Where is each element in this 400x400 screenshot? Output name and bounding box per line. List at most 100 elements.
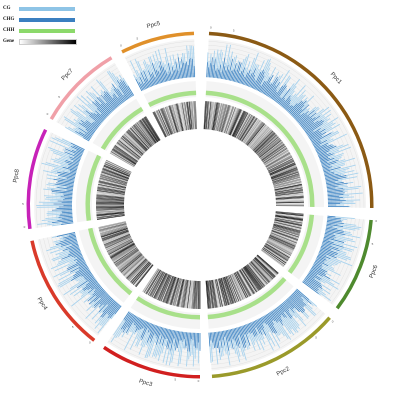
gene-density-bar (152, 272, 166, 298)
chg-bar (94, 291, 106, 302)
gene-density-bar (120, 137, 143, 156)
chg-bar (64, 161, 79, 167)
gene-density-bar (160, 108, 172, 135)
gene-density-bar (206, 101, 211, 130)
chg-bar (327, 200, 346, 202)
chg-bar (138, 82, 144, 91)
gene-density-bar (225, 107, 236, 134)
chg-bar (83, 271, 92, 278)
gene-density-bar (134, 123, 153, 147)
gene-density-bar (166, 276, 177, 304)
chg-bar (99, 294, 110, 305)
chg-bar (307, 128, 321, 137)
gene-density-bar (158, 274, 171, 301)
grid-ring (51, 236, 107, 325)
chg-bar (279, 304, 292, 319)
gene-density-bar (252, 259, 273, 281)
gene-density-bar (96, 193, 125, 198)
tick-label: 0 (198, 379, 200, 383)
chg-bar (190, 58, 193, 78)
chg-bar (280, 99, 286, 106)
gene-density-bar (99, 179, 127, 187)
gene-density-bar (274, 220, 302, 227)
chg-bar (238, 326, 247, 348)
chg-bar (310, 131, 327, 142)
gene-density-bar (206, 101, 210, 130)
chg-bar (321, 245, 332, 251)
gene-density-bar (231, 110, 245, 137)
gene-density-bar (140, 119, 158, 143)
chg-bar (155, 77, 159, 85)
chg-bar (102, 301, 117, 318)
grid-ring (210, 307, 318, 361)
gene-density-bar (96, 198, 125, 201)
gene-density-bar (252, 129, 273, 151)
gene-density-bar (226, 107, 237, 134)
chg-bar (326, 226, 338, 230)
chg-bar (242, 325, 251, 346)
gene-density-bar (274, 182, 302, 189)
grid-ring (110, 337, 201, 366)
gene-density-bar (114, 248, 138, 265)
gene-density-bar (268, 159, 295, 173)
gene-density-bar (128, 128, 149, 150)
chg-bar (78, 262, 86, 267)
chg-bar (90, 282, 99, 290)
chg-bar (71, 252, 82, 258)
gene-density-bar (165, 276, 176, 304)
gene-density-bar (271, 169, 298, 180)
gene-density-bar (230, 274, 243, 301)
gene-density-bar (262, 145, 286, 163)
chg-bar (113, 88, 124, 103)
gene-density-bar (269, 235, 296, 248)
chg-bar (184, 332, 186, 340)
chg-bar (155, 326, 160, 337)
chg-bar (135, 318, 143, 333)
chg-bar (225, 330, 229, 342)
gene-density-bar (269, 234, 296, 246)
gene-density-bar (251, 260, 271, 282)
gene-density-bar (98, 181, 127, 189)
gene-density-bar (274, 221, 302, 228)
gene-density-bar (138, 120, 156, 144)
gene-density-bar (97, 184, 126, 191)
chg-bar (319, 249, 335, 256)
gene-density-bar (274, 185, 303, 192)
chg-bar (315, 142, 329, 150)
chg-bar (100, 292, 107, 299)
tick-label: 5 (233, 28, 235, 32)
grid-ring (210, 301, 312, 353)
chg-bar (71, 269, 90, 281)
gene-density-bar (125, 258, 147, 279)
chg-bar (175, 69, 178, 80)
legend-swatch-chg (19, 17, 75, 22)
gene-density-bar (156, 110, 169, 136)
gene-density-bar (267, 239, 293, 253)
gene-density-bar (255, 256, 277, 276)
gene-density-bar (142, 268, 159, 292)
gene-density-bar (98, 183, 126, 190)
chg-bar (64, 151, 81, 159)
gene-density-bar (271, 229, 299, 240)
chg-bar (122, 80, 133, 97)
chg-bar (68, 156, 80, 162)
gene-density-bar (164, 107, 175, 134)
chg-bar (92, 121, 100, 127)
gene-density-bar (209, 101, 214, 130)
tick-label: 5 (175, 377, 177, 381)
chg-bar (124, 312, 131, 321)
chg-bar (274, 308, 282, 318)
chg-bar (272, 85, 284, 101)
chg-bar (118, 97, 123, 104)
tick-label: 0 (24, 225, 26, 229)
gene-density-bar (225, 276, 236, 303)
chg-bar (309, 132, 322, 141)
chg-bar (303, 122, 314, 131)
chg-bar (143, 82, 148, 89)
gene-density-bar (255, 134, 277, 154)
chromosome-label-ppc4: Ppc4 (36, 296, 49, 311)
gene-density-bar (192, 280, 196, 309)
chg-bar (62, 193, 73, 196)
chromosome-label-ppc5: Ppc5 (146, 21, 161, 30)
chg-bar (168, 71, 172, 81)
